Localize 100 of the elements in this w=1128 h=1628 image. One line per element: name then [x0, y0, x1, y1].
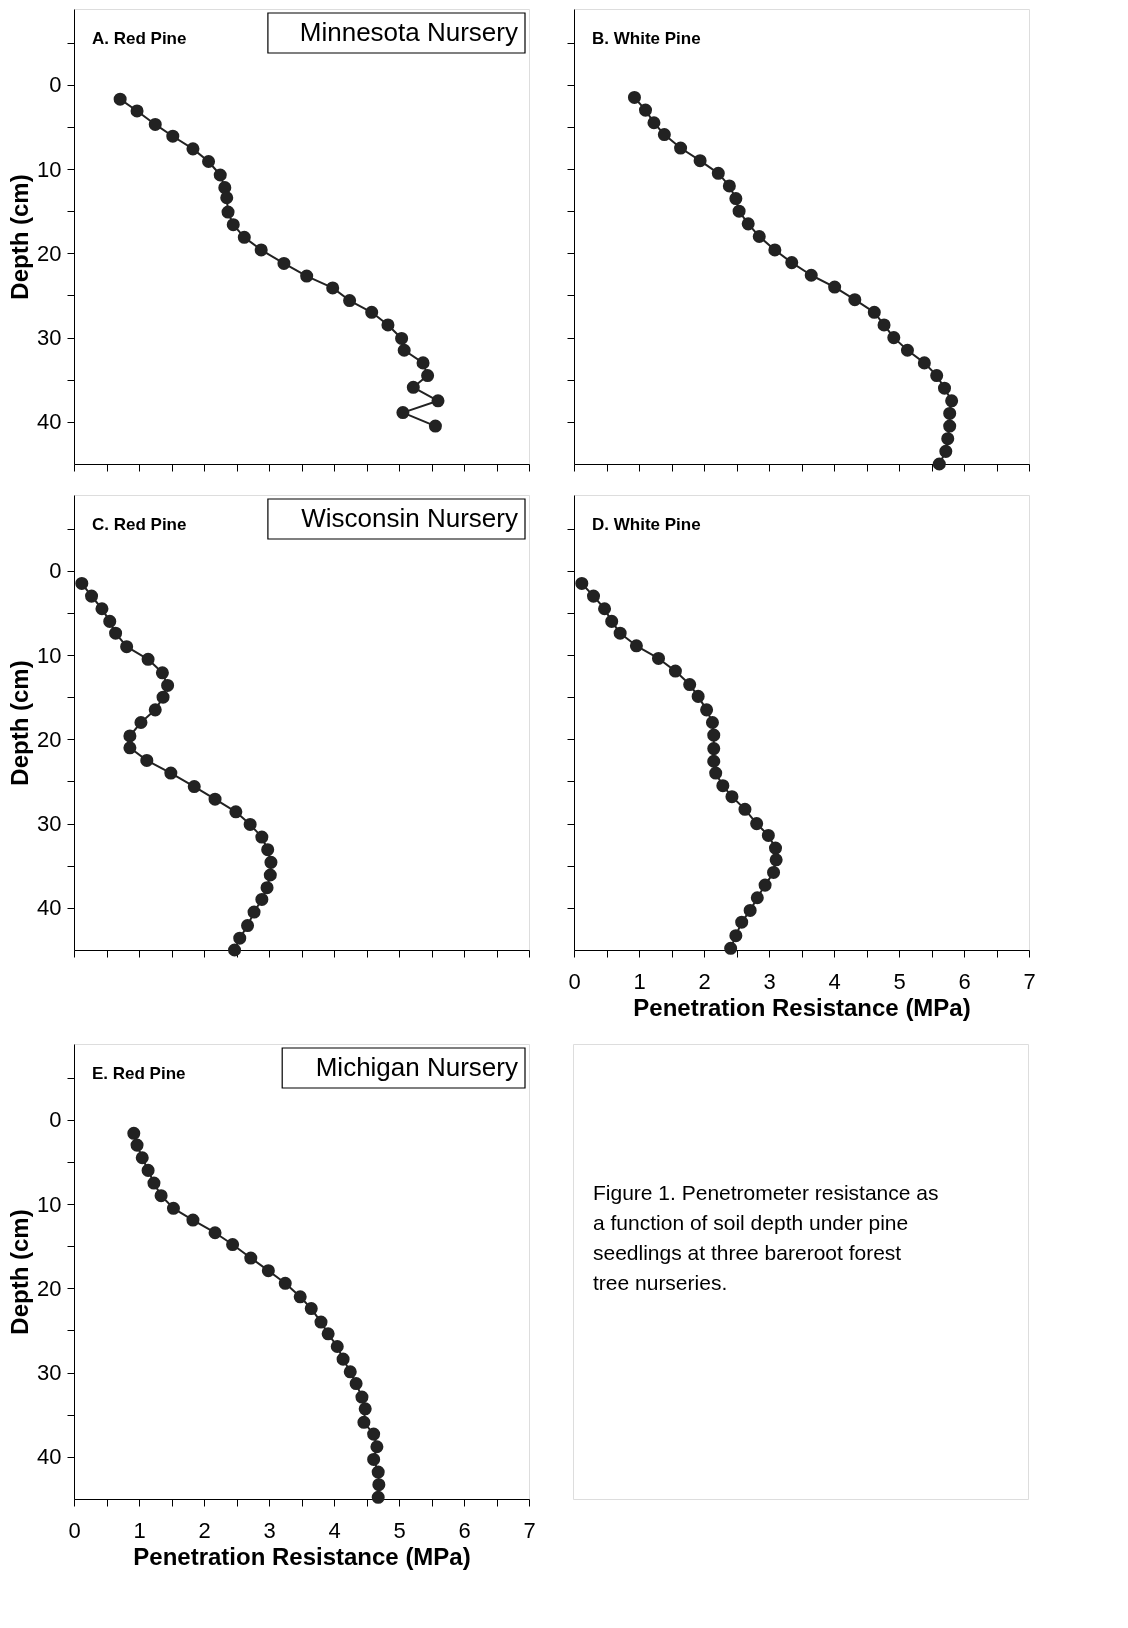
x-tick-label: 6 [458, 1517, 471, 1543]
point [732, 204, 746, 218]
point [943, 406, 957, 420]
point [244, 1251, 258, 1265]
point [370, 1440, 384, 1454]
y-axis-title: Depth (cm) [6, 1209, 34, 1335]
text: B. White Pine [592, 29, 701, 48]
point [707, 728, 721, 742]
point [349, 1377, 363, 1391]
point [674, 141, 688, 155]
point [154, 1189, 168, 1203]
point [877, 318, 891, 332]
point [945, 394, 959, 408]
point [355, 1390, 369, 1404]
point [254, 243, 268, 257]
point [729, 929, 743, 943]
x-tick-label: 7 [1023, 968, 1036, 994]
point [233, 931, 247, 945]
point [691, 689, 705, 703]
x-tick-label: 5 [893, 968, 906, 994]
point [575, 576, 589, 590]
point [187, 780, 201, 794]
point [336, 1352, 350, 1366]
point [300, 269, 314, 283]
y-tick-label: 10 [37, 642, 62, 668]
y-tick-label: 0 [49, 1107, 62, 1133]
point [716, 779, 730, 793]
x-tick-label: 6 [958, 968, 971, 994]
text: C. Red Pine [92, 515, 187, 534]
x-tick-label: 3 [763, 968, 776, 994]
point [141, 652, 155, 666]
y-tick-label: 20 [37, 240, 62, 266]
point [647, 116, 661, 130]
point [761, 828, 775, 842]
point [161, 678, 175, 692]
point [752, 229, 766, 244]
point [725, 790, 739, 804]
point [750, 817, 764, 831]
y-tick-label: 20 [37, 726, 62, 752]
text: E. Red Pine [92, 1064, 186, 1083]
point [343, 1365, 357, 1379]
point [226, 218, 240, 232]
point [255, 892, 269, 906]
point [804, 268, 818, 282]
point [371, 1490, 385, 1504]
point [277, 256, 291, 270]
x-tick-label: 0 [568, 968, 581, 994]
point [95, 602, 109, 616]
point [75, 576, 89, 590]
point [887, 331, 901, 345]
point [343, 294, 357, 308]
point [939, 444, 953, 458]
point [743, 903, 757, 917]
point [330, 1339, 344, 1353]
point [109, 626, 123, 640]
point [85, 589, 99, 603]
point [371, 1465, 385, 1479]
point [741, 217, 755, 231]
point [711, 166, 725, 180]
x-tick-label: 2 [698, 968, 711, 994]
point [941, 432, 955, 446]
point [683, 678, 697, 692]
point [930, 369, 944, 383]
point [867, 305, 881, 319]
point [828, 280, 842, 294]
point [605, 614, 619, 628]
point [431, 394, 445, 408]
point [707, 742, 721, 756]
x-tick-label: 4 [828, 968, 841, 994]
chart-title: Wisconsin Nursery [301, 503, 518, 533]
point [134, 715, 148, 730]
x-axis-title: Penetration Resistance (MPa) [633, 993, 971, 1021]
point [226, 1238, 240, 1252]
point [785, 256, 799, 270]
point [229, 805, 243, 819]
point [186, 1213, 200, 1227]
point [586, 589, 601, 603]
point [700, 703, 714, 717]
caption: Figure 1. Penetrometer resistance as a function of soil depth under pine seedlings at three bareroot forest tree nurseries. [593, 1181, 939, 1294]
text: D. White Pine [592, 515, 701, 534]
x-tick-label: 1 [633, 968, 646, 994]
y-tick-label: 10 [37, 156, 62, 182]
y-tick-label: 20 [37, 1275, 62, 1301]
point [421, 369, 435, 383]
text: A. Red Pine [92, 29, 187, 48]
point [367, 1427, 381, 1441]
point [428, 419, 442, 433]
point [769, 853, 783, 867]
point [705, 715, 719, 730]
point [208, 1226, 222, 1240]
y-tick-label: 40 [37, 1444, 62, 1470]
point [123, 729, 137, 743]
point [155, 666, 169, 680]
point [709, 766, 723, 780]
y-tick-label: 30 [37, 1360, 62, 1386]
point [221, 205, 235, 219]
point [406, 380, 420, 394]
point [147, 1176, 161, 1190]
point [738, 802, 752, 816]
point [598, 602, 612, 616]
